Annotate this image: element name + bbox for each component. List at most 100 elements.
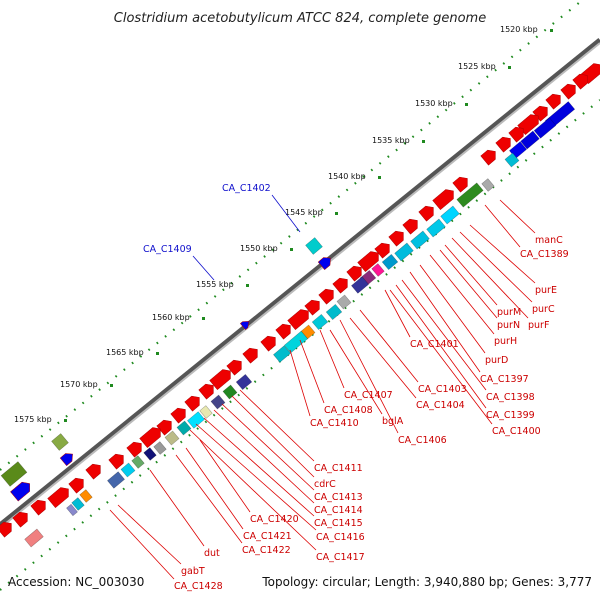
leader-line <box>299 339 325 404</box>
reverse-gene-box <box>394 242 414 262</box>
tick-label: 1520 kbp <box>500 25 538 34</box>
forward-gene-arrow <box>432 189 454 211</box>
orphan-gene-box <box>0 461 28 487</box>
tick-label: 1570 kbp <box>60 380 98 389</box>
forward-gene-arrow <box>139 427 161 449</box>
forward-gene-arrow <box>0 521 12 538</box>
leader-line <box>499 199 536 234</box>
forward-gene-arrow <box>12 511 28 528</box>
forward-gene-arrow <box>346 265 362 282</box>
genome-backbone <box>0 38 600 527</box>
orphan-gene-box <box>305 237 323 255</box>
tick-label: 1575 kbp <box>14 415 52 424</box>
tick-mark <box>335 212 338 215</box>
forward-gene-arrow <box>418 205 434 222</box>
tick-label: 1555 kbp <box>196 280 234 289</box>
gene-label: CA_C1409 <box>143 244 192 255</box>
leader-line <box>149 469 205 547</box>
gene-label: purN <box>497 320 520 331</box>
tick-mark <box>156 352 159 355</box>
gene-label: CA_C1403 <box>418 384 467 395</box>
forward-gene-arrow <box>275 323 291 340</box>
tick-mark <box>550 29 553 32</box>
leader-line <box>429 254 495 335</box>
reverse-gene-box <box>504 152 520 168</box>
forward-gene-arrow <box>480 149 496 166</box>
tick-labels: 1520 kbp 1525 kbp 1530 kbp 1535 kbp 1540 kbp… <box>14 25 553 424</box>
gene-features <box>0 63 600 548</box>
leader-line <box>444 244 498 306</box>
leader-line <box>175 454 243 544</box>
gene-label: gabT <box>181 566 205 577</box>
reverse-gene-box <box>235 373 253 391</box>
tick-mark <box>378 176 381 179</box>
reverse-gene-box <box>381 253 399 271</box>
forward-gene-arrow <box>332 277 348 294</box>
gene-label: CA_C1389 <box>520 249 569 260</box>
leader-line <box>213 409 315 504</box>
gene-label: CA_C1400 <box>492 426 541 437</box>
tick-mark <box>202 317 205 320</box>
tick-mark <box>422 140 425 143</box>
forward-gene-arrow <box>68 477 84 494</box>
reverse-gene-box <box>410 230 430 250</box>
leader-line <box>203 417 315 517</box>
forward-gene-arrow <box>374 242 390 259</box>
forward-gene-arrow <box>85 463 101 480</box>
reverse-gene-box <box>164 430 180 446</box>
reverse-gene-box <box>273 345 291 363</box>
leader-line <box>484 204 521 248</box>
leader-line <box>329 329 383 415</box>
gene-labels: manC CA_C1389 purE purC purF purM purN purH CA_C… <box>109 183 569 592</box>
leader-line <box>439 249 498 319</box>
forward-gene-arrow <box>170 407 186 424</box>
forward-gene-arrow <box>198 383 214 400</box>
leader-line <box>451 237 529 319</box>
forward-gene-arrow <box>532 105 548 122</box>
forward-gene-arrow <box>108 453 124 470</box>
leader-line <box>349 317 417 399</box>
gene-label: dut <box>204 548 220 559</box>
forward-gene-arrow <box>402 218 418 235</box>
leader-line <box>359 309 419 383</box>
forward-gene-arrow <box>126 441 142 458</box>
leader-line <box>459 231 533 303</box>
leader-line <box>409 271 481 373</box>
reverse-gene-box <box>533 117 557 139</box>
reverse-gene-arrow <box>59 453 73 467</box>
genome-backbone-highlight <box>0 42 600 529</box>
forward-gene-arrow <box>495 136 511 153</box>
gene-label: purD <box>485 355 508 366</box>
gene-label: CA_C1401 <box>410 339 459 350</box>
leader-line <box>339 319 399 434</box>
tick-mark <box>508 66 511 69</box>
reverse-gene-box <box>176 420 192 436</box>
forward-gene-arrow <box>560 83 576 100</box>
forward-gene-arrow <box>242 347 258 364</box>
gene-label: purH <box>494 336 517 347</box>
gene-label: CA_C1428 <box>174 581 223 592</box>
gene-label: CA_C1398 <box>486 392 535 403</box>
gene-label: CA_C1402 <box>222 183 271 194</box>
leader-line <box>271 194 301 233</box>
gene-label: purM <box>497 307 521 318</box>
reverse-gene-arrow <box>317 257 331 271</box>
leader-line <box>469 224 536 284</box>
tick-label: 1565 kbp <box>106 348 144 357</box>
reverse-gene-box <box>71 497 85 511</box>
leader-line <box>117 504 182 565</box>
forward-gene-arrow <box>357 251 379 273</box>
leader-line <box>289 349 311 417</box>
gene-label: CA_C1410 <box>310 418 359 429</box>
forward-gene-arrow <box>184 395 200 412</box>
tick-label: 1560 kbp <box>152 313 190 322</box>
leader-line <box>195 423 317 531</box>
leader-line <box>109 509 175 580</box>
reverse-gene-box <box>107 471 125 489</box>
leader-line <box>401 279 487 391</box>
forward-gene-arrow <box>226 359 242 376</box>
gene-label: purE <box>535 285 557 296</box>
forward-gene-arrow <box>209 369 231 391</box>
reverse-gene-box <box>481 178 495 192</box>
leader-line <box>389 289 493 425</box>
